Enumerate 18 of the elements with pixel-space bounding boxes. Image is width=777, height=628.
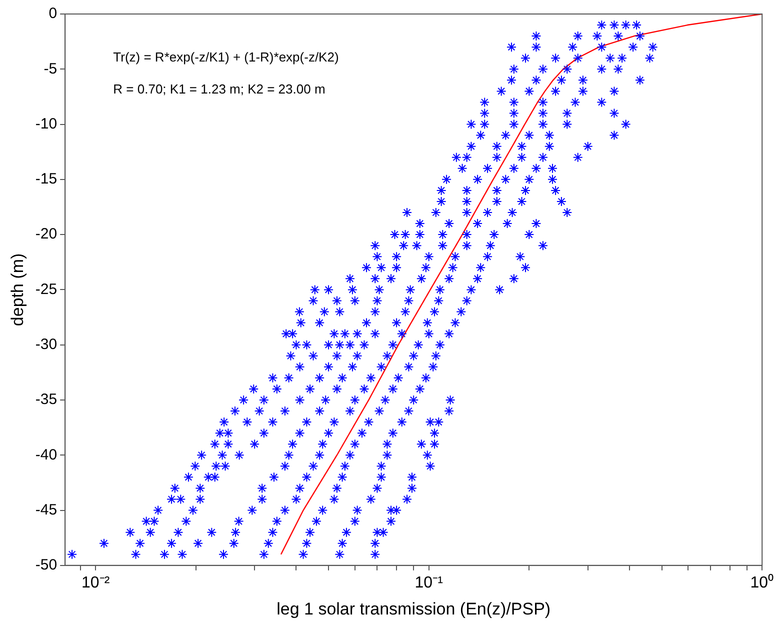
- y-tick-label: -45: [35, 501, 58, 518]
- annotation: Tr(z) = R*exp(-z/K1) + (1-R)*exp(-z/K2): [113, 50, 339, 65]
- y-tick-label: -35: [35, 391, 58, 408]
- y-tick-label: 0: [48, 5, 58, 22]
- x-axis-title: leg 1 solar transmission (En(z)/PSP): [276, 599, 551, 618]
- y-tick-label: -50: [35, 556, 58, 574]
- y-tick-label: -30: [35, 336, 58, 353]
- y-tick-label: -10: [35, 115, 58, 132]
- y-tick-label: -20: [35, 226, 58, 243]
- x-tick-label: 10⁻²: [82, 574, 110, 592]
- y-tick-label: -15: [35, 170, 58, 188]
- x-tick-label: 10⁻¹: [414, 574, 443, 592]
- y-tick-label: -5: [44, 60, 58, 78]
- x-tick-label: 10⁰: [750, 573, 774, 592]
- y-tick-label: -25: [35, 280, 58, 298]
- y-tick-label: -40: [35, 446, 58, 464]
- y-axis-title: depth (m): [8, 253, 27, 326]
- annotation: R = 0.70; K1 = 1.23 m; K2 = 23.00 m: [113, 82, 326, 97]
